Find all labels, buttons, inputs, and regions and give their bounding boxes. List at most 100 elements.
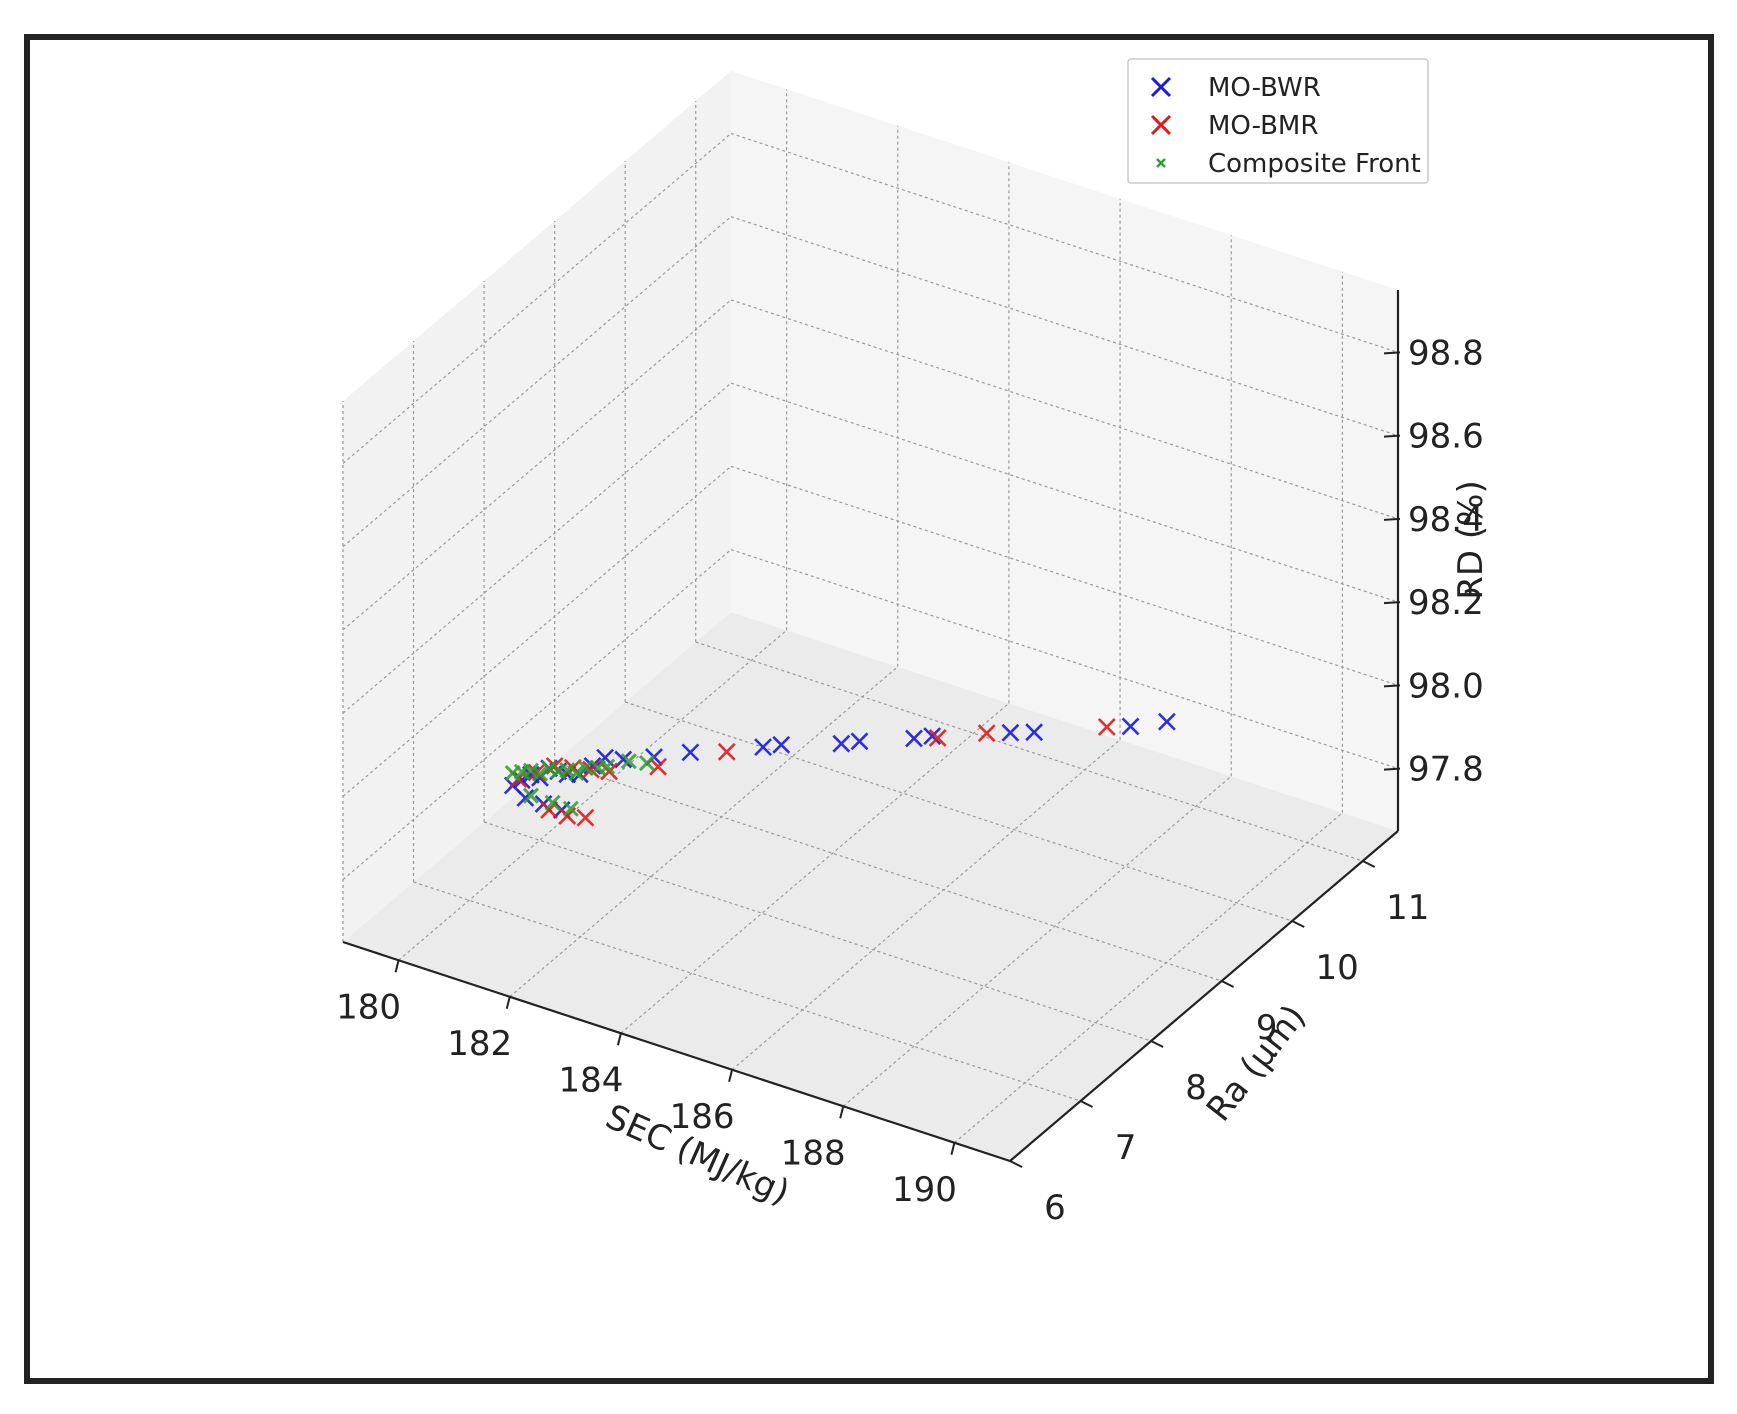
marker-stroke bbox=[649, 757, 668, 776]
marker-stroke bbox=[1025, 723, 1044, 742]
y-tick-mark bbox=[1291, 920, 1305, 928]
data-points bbox=[503, 712, 1176, 827]
data-point bbox=[772, 735, 791, 754]
marker-stroke bbox=[1121, 717, 1140, 736]
x-tick-mark bbox=[505, 996, 511, 1009]
data-point bbox=[1097, 718, 1116, 736]
data-point bbox=[599, 758, 616, 775]
data-point bbox=[1121, 717, 1140, 736]
grid-x-floor bbox=[398, 629, 787, 961]
data-point bbox=[568, 765, 585, 782]
data-point bbox=[559, 762, 576, 779]
data-point bbox=[832, 734, 851, 753]
marker-stroke bbox=[772, 735, 791, 754]
marker-stroke bbox=[559, 762, 576, 779]
y-tick-label: 6 bbox=[1044, 1188, 1066, 1228]
chart-3d-scatter: 180 182 184 186 188 190 6 7 8 9 10 11 97.8 98.0 98.2 98… bbox=[336, 58, 1491, 1228]
grid-x-floor bbox=[731, 739, 1121, 1071]
data-point bbox=[522, 762, 539, 779]
z-tick-mark bbox=[1383, 517, 1401, 521]
y-tick-label: 7 bbox=[1115, 1128, 1137, 1168]
marker-stroke bbox=[1156, 158, 1166, 168]
marker-stroke bbox=[516, 789, 535, 807]
axis-panes bbox=[343, 71, 1398, 1161]
z-tick-mark bbox=[1383, 601, 1401, 605]
data-point bbox=[850, 732, 869, 751]
left-back-pane bbox=[343, 71, 731, 942]
data-point bbox=[681, 743, 700, 762]
z-tick-label: 98.8 bbox=[1408, 333, 1484, 373]
data-point bbox=[649, 757, 668, 776]
grid-z-left bbox=[342, 465, 732, 797]
x-tick-label: 190 bbox=[892, 1170, 957, 1210]
marker-stroke bbox=[620, 753, 637, 770]
marker-stroke bbox=[1001, 723, 1020, 742]
axis-lines bbox=[342, 290, 1400, 1163]
data-point bbox=[614, 750, 633, 769]
marker-stroke bbox=[541, 760, 558, 777]
y-tick-mark bbox=[1150, 1040, 1164, 1048]
data-point bbox=[544, 794, 561, 811]
grid-z-left bbox=[342, 549, 732, 881]
z-tick-label: 98.4 bbox=[1408, 500, 1484, 540]
series-composite-front bbox=[504, 753, 656, 817]
legend-label: Composite Front bbox=[1208, 149, 1421, 179]
marker-stroke bbox=[522, 762, 539, 779]
data-point bbox=[977, 724, 996, 743]
data-point bbox=[516, 789, 535, 807]
x-tick-label: 182 bbox=[447, 1024, 512, 1064]
data-point bbox=[522, 787, 539, 804]
data-point bbox=[576, 808, 595, 827]
x-tick-mark bbox=[616, 1033, 622, 1046]
legend-marker bbox=[1156, 158, 1166, 168]
legend-box bbox=[1127, 58, 1429, 184]
legend-marker bbox=[1150, 76, 1172, 98]
x-tick-mark bbox=[950, 1142, 956, 1155]
marker-stroke bbox=[614, 750, 633, 769]
y-tick-label: 10 bbox=[1316, 948, 1359, 988]
z-tick-mark bbox=[1383, 434, 1401, 438]
z-tick-mark bbox=[1383, 351, 1401, 355]
grid-z-left bbox=[342, 132, 732, 464]
figure-frame: 180 182 184 186 188 190 6 7 8 9 10 11 97.8 98.0 98.2 98… bbox=[24, 34, 1714, 1384]
data-point bbox=[905, 729, 923, 748]
marker-stroke bbox=[928, 729, 947, 747]
x-tick-mark bbox=[728, 1069, 734, 1082]
x-tick-label: 184 bbox=[558, 1060, 623, 1100]
x-tick-label: 186 bbox=[670, 1097, 735, 1137]
legend-label: MO-BWR bbox=[1208, 73, 1321, 103]
marker-stroke bbox=[1150, 76, 1172, 98]
marker-stroke bbox=[923, 727, 942, 746]
grid-z-left bbox=[342, 382, 732, 714]
grid-x-floor bbox=[620, 702, 1010, 1034]
data-point bbox=[600, 762, 619, 781]
data-point bbox=[577, 759, 594, 776]
marker-stroke bbox=[754, 738, 772, 757]
marker-stroke bbox=[681, 743, 700, 762]
marker-stroke bbox=[638, 754, 656, 772]
grid-x-floor bbox=[509, 666, 899, 998]
marker-stroke bbox=[577, 759, 594, 776]
marker-stroke bbox=[1150, 114, 1172, 136]
grid-z-left bbox=[342, 216, 732, 548]
y-tick-label: 11 bbox=[1386, 888, 1429, 928]
z-tick-label: 98.2 bbox=[1408, 583, 1484, 623]
marker-stroke bbox=[1097, 718, 1116, 736]
x-axis-line bbox=[342, 940, 1011, 1163]
data-point bbox=[1001, 723, 1020, 742]
y-tick-mark bbox=[1080, 1100, 1093, 1108]
legend-item: MO-BWR bbox=[1150, 73, 1321, 103]
data-point bbox=[928, 729, 947, 747]
z-tick-label: 98.0 bbox=[1408, 666, 1484, 706]
tick-labels: 180 182 184 186 188 190 6 7 8 9 10 11 97.8 98.0 98.2 98… bbox=[336, 333, 1484, 1228]
grid-x-floor bbox=[954, 812, 1343, 1144]
y-tick-mark bbox=[1221, 980, 1235, 988]
y-tick-mark bbox=[1362, 860, 1376, 868]
legend: MO-BWR MO-BMR Composite Front bbox=[1127, 58, 1429, 184]
z-tick-label: 98.6 bbox=[1408, 417, 1484, 457]
z-tick-mark bbox=[1383, 684, 1401, 688]
data-point bbox=[527, 763, 546, 782]
data-point bbox=[638, 754, 656, 772]
z-tick-label: 97.8 bbox=[1408, 750, 1484, 790]
z-tick-mark bbox=[1383, 767, 1401, 771]
